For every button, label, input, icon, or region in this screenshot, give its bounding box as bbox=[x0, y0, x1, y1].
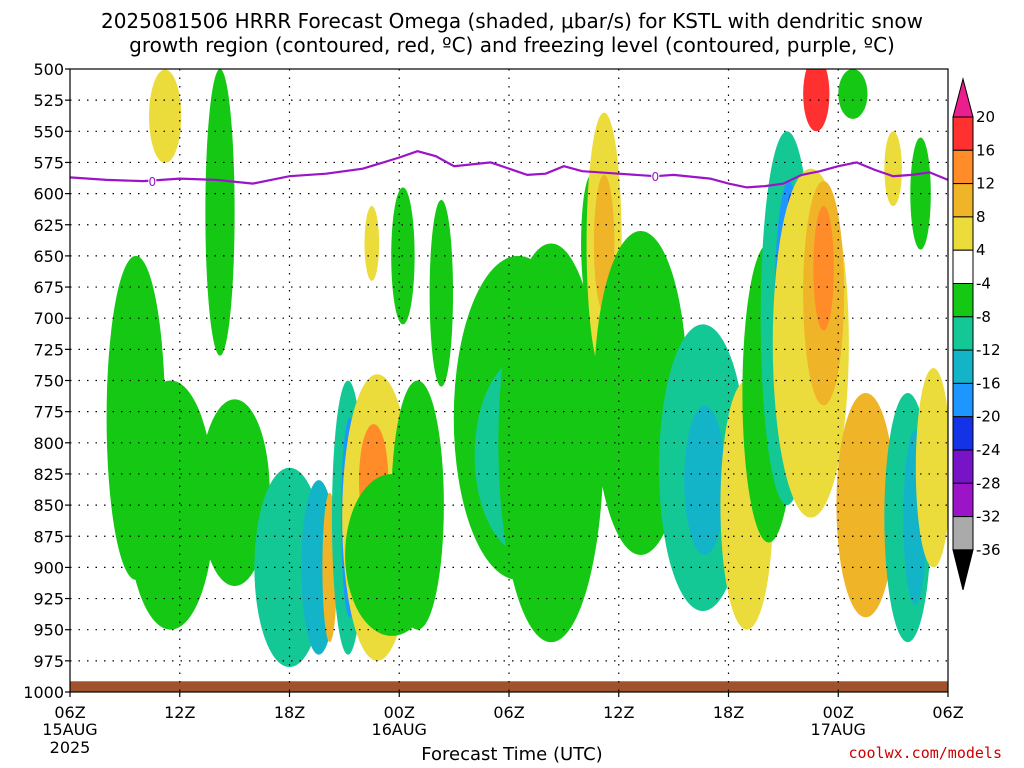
y-tick-label: 600 bbox=[33, 185, 64, 204]
omega-cell-37 bbox=[838, 69, 868, 119]
x-tick-label: 18Z bbox=[274, 703, 305, 722]
y-tick-label: 525 bbox=[33, 91, 64, 110]
colorbar-label: -36 bbox=[976, 541, 1001, 559]
x-tick-label: 00Z bbox=[823, 703, 854, 722]
colorbar-bottom-arrow bbox=[952, 549, 974, 591]
colorbar-label: -4 bbox=[976, 275, 991, 293]
colorbar-label: -28 bbox=[976, 474, 1001, 492]
colorbar-top-arrow bbox=[952, 77, 974, 118]
omega-cell-26 bbox=[684, 405, 726, 555]
omega-cell-16 bbox=[364, 206, 380, 281]
chart-title-line1: 2025081506 HRRR Forecast Omega (shaded, … bbox=[100, 9, 924, 33]
x-tick-date: 17AUG bbox=[811, 720, 866, 739]
omega-cell-20 bbox=[498, 243, 604, 643]
x-tick-label: 06Z bbox=[493, 703, 524, 722]
colorbar-label: 12 bbox=[976, 175, 995, 193]
omega-cell-17 bbox=[429, 199, 454, 387]
x-tick-label: 12Z bbox=[603, 703, 634, 722]
omega-cell-3 bbox=[126, 380, 215, 630]
x-tick-label: 00Z bbox=[384, 703, 415, 722]
credit-text[interactable]: coolwx.com/models bbox=[848, 744, 1002, 762]
colorbar-label: -24 bbox=[976, 441, 1001, 459]
omega-cell-4 bbox=[199, 399, 270, 587]
omega-cell-1 bbox=[205, 69, 235, 356]
freezing-level-label: 0 bbox=[148, 175, 156, 189]
colorbar-swatch bbox=[952, 482, 974, 518]
colorbar-swatch bbox=[952, 449, 974, 484]
x-tick-year: 2025 bbox=[50, 738, 91, 757]
y-tick-label: 550 bbox=[33, 122, 64, 141]
freezing-level-line bbox=[69, 150, 949, 189]
colorbar-label: 8 bbox=[976, 208, 986, 226]
y-tick-label: 650 bbox=[33, 247, 64, 266]
colorbar-label: -12 bbox=[976, 341, 1001, 359]
y-tick-label: 700 bbox=[33, 309, 64, 328]
x-tick-date: 15AUG bbox=[42, 720, 97, 739]
colorbar: 20 16 12 8 4 -4 -8 -12 -16 -20 -24 -28 -32 -36 bbox=[952, 77, 1001, 591]
y-tick-label: 950 bbox=[33, 621, 64, 640]
chart-title-line2: growth region (contoured, red, ºC) and f… bbox=[129, 33, 895, 57]
colorbar-label: 20 bbox=[976, 108, 995, 126]
y-tick-label: 500 bbox=[33, 60, 64, 79]
colorbar-swatch bbox=[952, 516, 974, 551]
colorbar-swatch bbox=[952, 382, 974, 418]
y-tick-label: 575 bbox=[33, 153, 64, 172]
surface-band bbox=[70, 681, 948, 692]
colorbar-swatch bbox=[952, 116, 974, 151]
x-tick-date: 16AUG bbox=[372, 720, 427, 739]
freezing-level-label: 0 bbox=[652, 170, 660, 184]
colorbar-swatch bbox=[952, 283, 974, 318]
y-tick-label: 825 bbox=[33, 465, 64, 484]
omega-cell-0 bbox=[149, 69, 182, 164]
omega-cell-34 bbox=[813, 206, 834, 331]
omega-cell-38 bbox=[884, 131, 902, 207]
colorbar-label: 16 bbox=[976, 141, 995, 159]
colorbar-label: -20 bbox=[976, 408, 1001, 426]
grid bbox=[70, 69, 948, 692]
omega-shading bbox=[70, 69, 948, 692]
y-tick-label: 725 bbox=[33, 340, 64, 359]
x-tick-label: 06Z bbox=[54, 703, 85, 722]
y-tick-label: 750 bbox=[33, 372, 64, 391]
colorbar-label: -8 bbox=[976, 308, 991, 326]
y-tick-label: 925 bbox=[33, 590, 64, 609]
y-tick-label: 875 bbox=[33, 527, 64, 546]
y-tick-label: 900 bbox=[33, 558, 64, 577]
y-axis: 500 525 550 575 600 625 650 675 700 725 750 775 800 8… bbox=[23, 60, 70, 702]
colorbar-label: -16 bbox=[976, 374, 1001, 392]
freezing-label-bg bbox=[148, 174, 157, 189]
y-tick-label: 1000 bbox=[23, 683, 64, 702]
colorbar-swatch bbox=[952, 183, 974, 218]
colorbar-swatch bbox=[952, 349, 974, 384]
y-tick-label: 775 bbox=[33, 403, 64, 422]
colorbar-label: 4 bbox=[976, 241, 986, 259]
omega-cell-42 bbox=[915, 368, 948, 568]
colorbar-swatch bbox=[952, 216, 974, 251]
y-tick-label: 675 bbox=[33, 278, 64, 297]
omega-cell-35 bbox=[803, 69, 830, 132]
y-tick-label: 800 bbox=[33, 434, 64, 453]
x-axis-label: Forecast Time (UTC) bbox=[421, 744, 603, 765]
y-tick-label: 975 bbox=[33, 652, 64, 671]
y-tick-label: 625 bbox=[33, 216, 64, 235]
freezing-label-bg bbox=[651, 169, 660, 184]
y-tick-label: 850 bbox=[33, 496, 64, 515]
omega-cell-36 bbox=[836, 392, 895, 618]
x-tick-label: 06Z bbox=[932, 703, 963, 722]
omega-cell-14 bbox=[391, 380, 444, 630]
colorbar-swatch bbox=[952, 249, 974, 284]
x-tick-label: 12Z bbox=[164, 703, 195, 722]
colorbar-label: -32 bbox=[976, 508, 1001, 526]
colorbar-swatch bbox=[952, 416, 974, 451]
x-tick-label: 18Z bbox=[713, 703, 744, 722]
colorbar-swatch bbox=[952, 316, 974, 351]
colorbar-swatch bbox=[952, 149, 974, 185]
